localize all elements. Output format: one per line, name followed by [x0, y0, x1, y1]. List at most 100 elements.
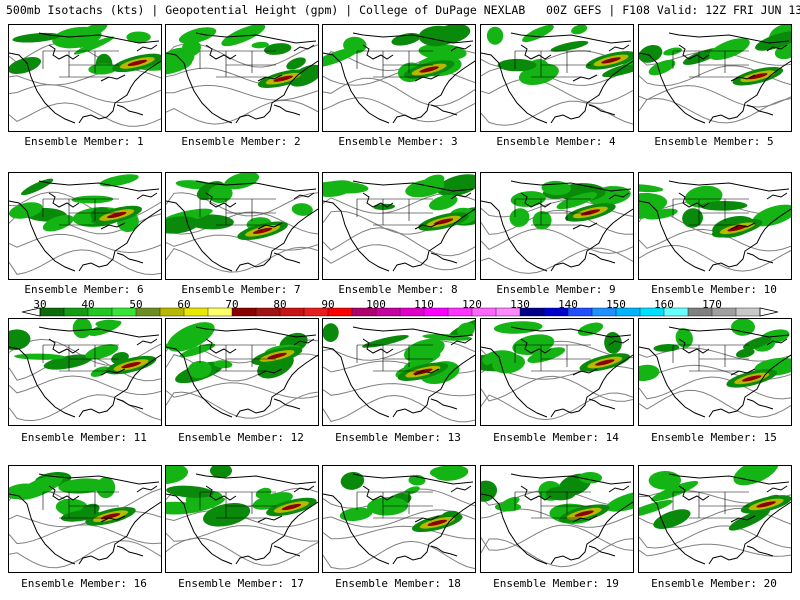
isotach-shading	[391, 33, 421, 46]
ensemble-member-label: Ensemble Member: 3	[338, 135, 458, 148]
height-contour	[9, 84, 161, 104]
isotach-shading	[339, 507, 373, 522]
coastline	[323, 493, 390, 565]
coastline	[572, 222, 598, 230]
isotach-shading	[522, 25, 554, 43]
height-contour	[639, 376, 791, 400]
coastline	[352, 32, 474, 44]
coastline	[392, 354, 475, 418]
isotach-shading	[252, 492, 293, 510]
isotach-shading	[166, 466, 189, 485]
isotach-shading	[71, 195, 114, 204]
isotach-shading	[340, 471, 365, 490]
isotach-map-svg	[9, 472, 161, 569]
isotach-map-svg	[639, 25, 791, 124]
colorbar-tick-label: 140	[558, 298, 578, 311]
coastline	[766, 44, 788, 52]
coastline	[48, 192, 80, 208]
isotach-shading	[126, 31, 151, 43]
ensemble-member-label: Ensemble Member: 8	[338, 283, 458, 296]
colorbar-swatch	[735, 307, 761, 317]
coastline	[766, 192, 788, 200]
coastline	[639, 346, 706, 418]
colorbar-tick-label: 50	[129, 298, 143, 311]
coastline	[708, 501, 791, 565]
coastline	[116, 252, 144, 264]
coastline	[235, 60, 318, 124]
ensemble-member-map	[480, 318, 634, 426]
coastline	[414, 515, 440, 523]
isotach-shading	[493, 321, 543, 334]
coastline	[392, 60, 475, 124]
ensemble-member-label: Ensemble Member: 6	[24, 283, 144, 296]
coastline	[430, 398, 458, 410]
ensemble-member-map	[638, 465, 792, 573]
coastline	[708, 60, 791, 124]
coastline	[572, 368, 598, 376]
colorbar-tick-label: 170	[702, 298, 722, 311]
coastline	[550, 354, 633, 418]
isotach-shading	[224, 173, 260, 190]
coastline	[273, 398, 301, 410]
isotach-shading	[323, 181, 369, 194]
coastline	[257, 368, 283, 376]
isotach-shading	[437, 174, 475, 197]
coastline	[510, 473, 632, 485]
ensemble-member-label: Ensemble Member: 9	[496, 283, 616, 296]
isotach-map-svg	[323, 25, 475, 124]
height-contour	[9, 102, 161, 127]
colorbar-tick-label: 70	[225, 298, 239, 311]
coastline	[195, 473, 317, 485]
coastline	[746, 252, 774, 264]
height-contour	[9, 233, 161, 254]
height-contour	[166, 192, 318, 217]
isotach-shading	[58, 478, 107, 494]
coastline	[392, 501, 475, 565]
jet-streak	[267, 352, 287, 360]
ensemble-member-label: Ensemble Member: 11	[21, 431, 147, 444]
isotach-shading	[43, 354, 93, 370]
ensemble-member-map	[638, 318, 792, 426]
ensemble-member-map	[8, 172, 162, 280]
coastline	[257, 515, 283, 523]
coastline	[352, 473, 474, 485]
jet-streak	[106, 211, 127, 219]
isotach-map-svg	[639, 319, 791, 418]
ensemble-member-map	[8, 465, 162, 573]
coastline	[293, 338, 315, 346]
isotach-shading	[429, 194, 458, 211]
height-contour	[639, 543, 791, 557]
isotach-shading	[527, 347, 566, 363]
isotach-shading	[639, 44, 663, 63]
coastline	[450, 485, 472, 493]
coastline	[520, 338, 552, 354]
coastline	[293, 485, 315, 493]
coastline	[100, 515, 126, 523]
isotach-map-svg	[481, 321, 633, 421]
colorbar-svg	[21, 307, 779, 317]
coastline	[481, 493, 548, 565]
coastline	[195, 180, 317, 192]
coastline	[608, 485, 630, 493]
jet-streak	[252, 227, 273, 234]
isotach-shading	[251, 41, 269, 49]
coastline	[323, 52, 390, 124]
height-contour	[323, 77, 475, 107]
isotach-shading	[644, 208, 678, 220]
isotach-map-svg	[481, 471, 633, 568]
isotach-shading	[167, 322, 215, 352]
coastline	[430, 545, 458, 557]
colorbar-tick-label: 60	[177, 298, 191, 311]
isotach-shading	[492, 353, 525, 374]
jet-streak	[281, 503, 302, 511]
chart-title: 500mb Isotachs (kts) | Geopotential Heig…	[6, 3, 800, 17]
isotach-shading	[166, 501, 200, 515]
coastline	[273, 104, 301, 116]
coastline	[257, 74, 283, 82]
isotach-shading	[210, 466, 232, 479]
isotach-shading	[648, 59, 676, 76]
colorbar-left-arrow	[21, 307, 41, 317]
coastline	[116, 545, 144, 557]
ensemble-member-map	[480, 24, 634, 132]
isotach-map-svg	[481, 25, 633, 126]
